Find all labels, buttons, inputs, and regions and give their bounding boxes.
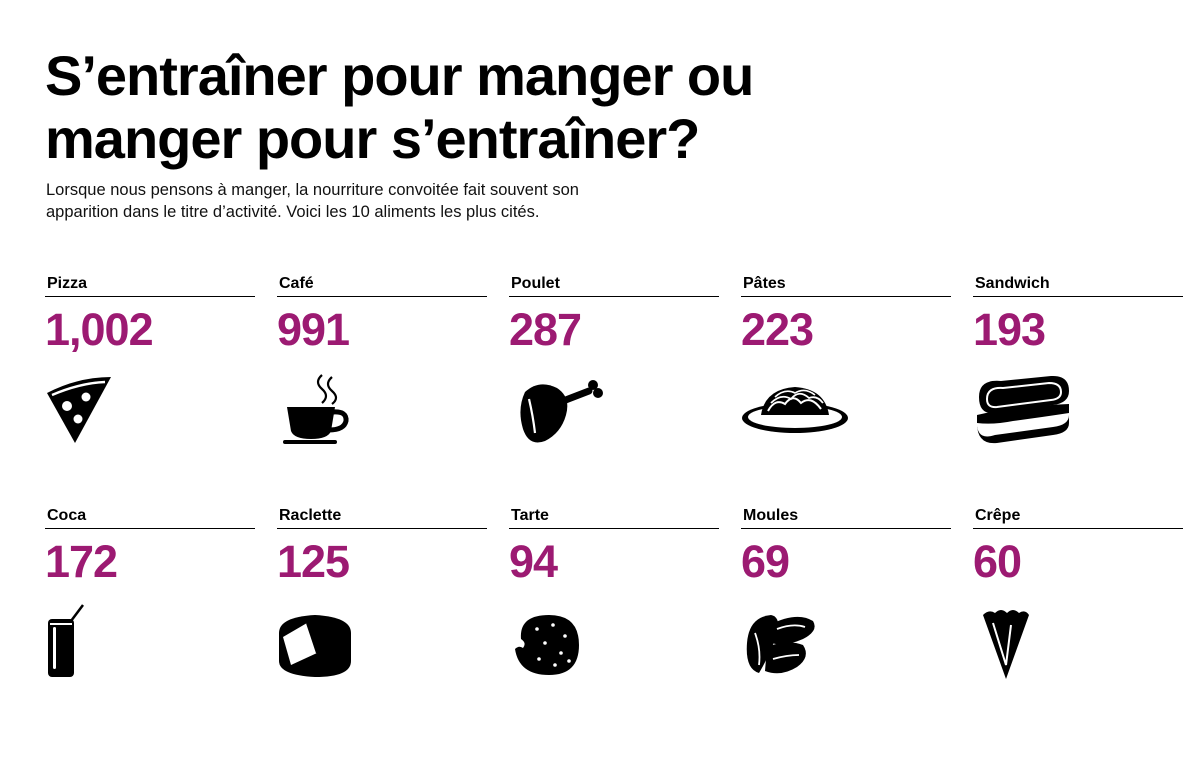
mussels-icon bbox=[741, 603, 861, 683]
pizza-slice-icon bbox=[45, 371, 165, 451]
food-count: 991 bbox=[277, 304, 350, 355]
page-title: S’entraîner pour manger ou manger pour s… bbox=[45, 44, 754, 170]
food-count: 125 bbox=[277, 536, 350, 587]
soda-can-icon bbox=[45, 603, 165, 683]
food-label: Moules bbox=[741, 507, 951, 529]
food-label: Pâtes bbox=[741, 275, 951, 297]
food-item-sandwich: Sandwich 193 bbox=[973, 275, 1183, 444]
title-line-1: S’entraîner pour manger ou bbox=[45, 44, 754, 107]
food-count: 1,002 bbox=[45, 304, 154, 355]
food-item-cafe: Café 991 bbox=[277, 275, 487, 444]
food-label: Poulet bbox=[509, 275, 719, 297]
sandwich-icon bbox=[973, 371, 1093, 451]
intro-line-2: apparition dans le titre d’activité. Voi… bbox=[46, 203, 540, 221]
food-label: Raclette bbox=[277, 507, 487, 529]
cheese-wheel-icon bbox=[277, 603, 397, 683]
food-count: 60 bbox=[973, 536, 1022, 587]
chicken-leg-icon bbox=[509, 371, 629, 451]
crepe-icon bbox=[973, 603, 1093, 683]
intro-text: Lorsque nous pensons à manger, la nourri… bbox=[46, 179, 766, 223]
food-item-crepe: Crêpe 60 bbox=[973, 507, 1183, 679]
food-label: Coca bbox=[45, 507, 255, 529]
pasta-plate-icon bbox=[741, 371, 861, 451]
food-item-coca: Coca 172 bbox=[45, 507, 255, 677]
food-label: Pizza bbox=[45, 275, 255, 297]
title-line-2: manger pour s’entraîner? bbox=[45, 107, 700, 170]
food-item-tarte: Tarte 94 bbox=[509, 507, 719, 675]
food-count: 223 bbox=[741, 304, 814, 355]
food-item-pates: Pâtes 223 bbox=[741, 275, 951, 433]
food-count: 193 bbox=[973, 304, 1046, 355]
food-count: 94 bbox=[509, 536, 558, 587]
food-count: 69 bbox=[741, 536, 790, 587]
food-label: Tarte bbox=[509, 507, 719, 529]
food-count: 287 bbox=[509, 304, 582, 355]
food-item-poulet: Poulet 287 bbox=[509, 275, 719, 443]
food-label: Crêpe bbox=[973, 507, 1183, 529]
food-label: Sandwich bbox=[973, 275, 1183, 297]
food-label: Café bbox=[277, 275, 487, 297]
intro-line-1: Lorsque nous pensons à manger, la nourri… bbox=[46, 181, 579, 199]
food-item-raclette: Raclette 125 bbox=[277, 507, 487, 677]
food-item-moules: Moules 69 bbox=[741, 507, 951, 674]
tart-icon bbox=[509, 603, 629, 683]
coffee-cup-icon bbox=[277, 371, 397, 451]
food-count: 172 bbox=[45, 536, 118, 587]
food-item-pizza: Pizza 1,002 bbox=[45, 275, 255, 443]
